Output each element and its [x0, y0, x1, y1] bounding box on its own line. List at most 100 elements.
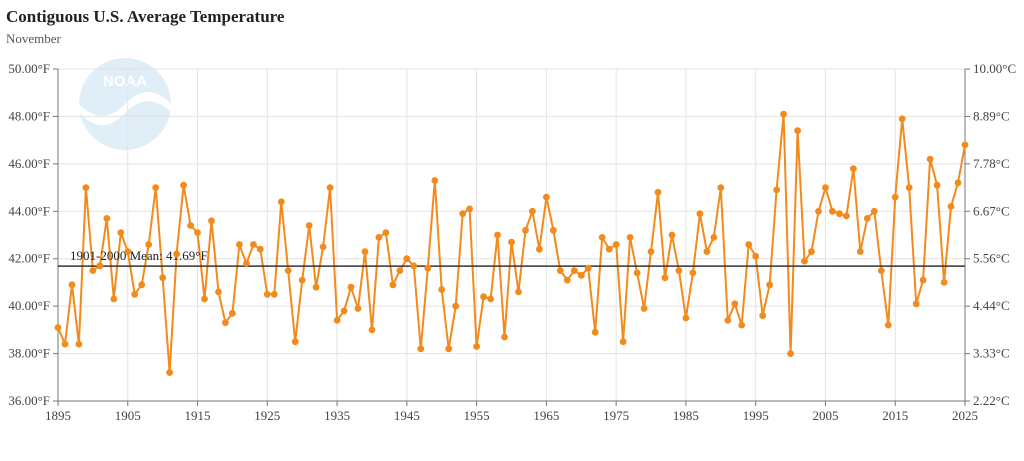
data-point[interactable] — [675, 267, 683, 274]
data-point[interactable] — [201, 295, 208, 303]
data-point[interactable] — [459, 210, 467, 218]
data-point[interactable] — [759, 312, 767, 319]
data-point[interactable] — [236, 241, 243, 248]
data-point[interactable] — [68, 281, 76, 289]
data-point[interactable] — [263, 290, 271, 298]
data-point[interactable] — [654, 188, 662, 196]
data-point[interactable] — [529, 207, 536, 215]
data-point[interactable] — [187, 222, 195, 229]
data-point[interactable] — [591, 328, 599, 336]
data-point[interactable] — [912, 300, 920, 308]
data-point[interactable] — [277, 198, 285, 206]
data-point[interactable] — [647, 248, 655, 256]
data-point[interactable] — [431, 177, 439, 184]
data-point[interactable] — [905, 184, 913, 192]
data-point[interactable] — [563, 276, 571, 284]
data-point[interactable] — [243, 260, 250, 267]
data-point[interactable] — [703, 248, 711, 256]
data-point[interactable] — [229, 309, 236, 317]
data-point[interactable] — [522, 226, 529, 234]
data-point[interactable] — [124, 248, 132, 256]
data-point[interactable] — [222, 319, 229, 327]
data-point[interactable] — [682, 314, 690, 322]
data-point[interactable] — [256, 245, 264, 253]
data-point[interactable] — [138, 281, 146, 289]
data-point[interactable] — [424, 264, 432, 272]
data-point[interactable] — [250, 241, 257, 248]
data-point[interactable] — [822, 184, 829, 192]
data-point[interactable] — [103, 215, 111, 222]
data-point[interactable] — [298, 276, 306, 284]
data-point[interactable] — [75, 340, 83, 348]
data-point[interactable] — [473, 343, 480, 350]
data-point[interactable] — [270, 290, 278, 298]
data-point[interactable] — [501, 333, 508, 341]
data-point[interactable] — [856, 248, 864, 256]
data-point[interactable] — [598, 234, 606, 241]
data-point[interactable] — [752, 252, 760, 260]
data-point[interactable] — [515, 288, 522, 296]
data-point[interactable] — [61, 340, 69, 348]
data-point[interactable] — [480, 293, 487, 301]
data-point[interactable] — [382, 229, 390, 237]
data-point[interactable] — [919, 276, 927, 284]
data-point[interactable] — [550, 226, 557, 234]
data-point[interactable] — [696, 210, 704, 218]
data-point[interactable] — [180, 181, 188, 189]
data-point[interactable] — [354, 305, 362, 312]
data-point[interactable] — [808, 248, 815, 256]
data-point[interactable] — [166, 369, 174, 376]
data-point[interactable] — [361, 248, 369, 256]
data-point[interactable] — [494, 231, 501, 239]
data-point[interactable] — [347, 283, 355, 291]
data-point[interactable] — [787, 350, 794, 357]
data-point[interactable] — [633, 269, 641, 277]
data-point[interactable] — [326, 184, 334, 192]
data-point[interactable] — [731, 300, 739, 308]
data-point[interactable] — [612, 241, 620, 248]
data-point[interactable] — [794, 127, 801, 135]
data-point[interactable] — [577, 271, 585, 279]
data-point[interactable] — [466, 205, 473, 213]
data-point[interactable] — [940, 279, 948, 286]
data-point[interactable] — [333, 317, 341, 324]
data-point[interactable] — [312, 283, 320, 291]
data-point[interactable] — [766, 281, 773, 289]
data-point[interactable] — [710, 234, 718, 241]
data-point[interactable] — [926, 155, 934, 163]
data-point[interactable] — [843, 212, 850, 220]
data-point[interactable] — [829, 207, 836, 215]
data-point[interactable] — [96, 262, 104, 270]
data-point[interactable] — [884, 321, 892, 329]
data-point[interactable] — [640, 305, 648, 312]
data-point[interactable] — [947, 203, 955, 210]
data-point[interactable] — [717, 184, 725, 192]
data-point[interactable] — [208, 217, 215, 225]
data-point[interactable] — [780, 110, 787, 118]
data-point[interactable] — [215, 288, 222, 296]
data-point[interactable] — [291, 338, 299, 346]
data-point[interactable] — [877, 267, 885, 274]
data-point[interactable] — [933, 181, 941, 189]
data-point[interactable] — [452, 302, 460, 310]
data-point[interactable] — [110, 295, 118, 303]
data-point[interactable] — [284, 267, 292, 274]
data-point[interactable] — [773, 186, 780, 194]
data-point[interactable] — [131, 290, 139, 298]
data-point[interactable] — [305, 222, 313, 229]
data-point[interactable] — [891, 193, 899, 201]
data-point[interactable] — [661, 274, 669, 282]
data-point[interactable] — [445, 345, 453, 353]
data-point[interactable] — [619, 338, 627, 346]
data-point[interactable] — [89, 267, 97, 274]
data-point[interactable] — [117, 229, 125, 237]
data-point[interactable] — [954, 179, 962, 187]
data-point[interactable] — [605, 245, 613, 253]
data-point[interactable] — [159, 274, 167, 282]
data-point[interactable] — [724, 317, 732, 324]
data-point[interactable] — [898, 115, 906, 123]
data-point[interactable] — [319, 243, 327, 251]
data-point[interactable] — [570, 267, 578, 274]
data-point[interactable] — [836, 210, 843, 218]
data-point[interactable] — [584, 264, 592, 272]
